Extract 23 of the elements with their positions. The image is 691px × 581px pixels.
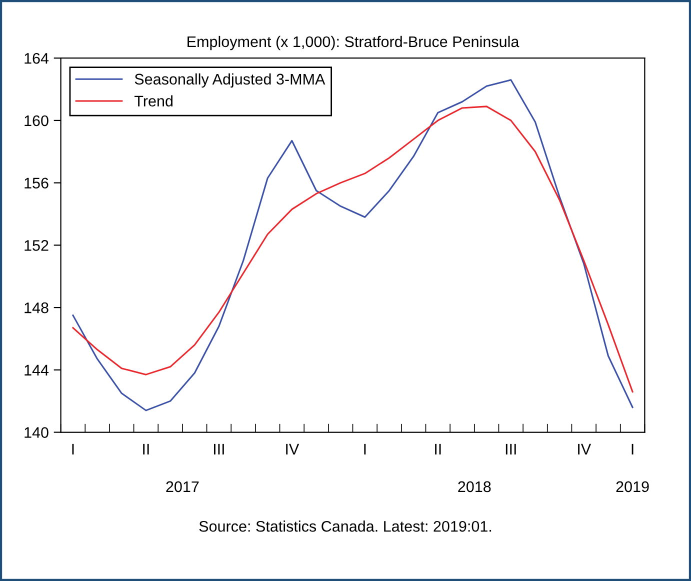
legend-label: Seasonally Adjusted 3-MMA [134, 73, 326, 88]
y-tick-label: 140 [24, 427, 48, 438]
x-tick-label: I [364, 444, 366, 454]
x-tick-label: III [506, 444, 516, 454]
x-tick-label: I [72, 444, 74, 454]
y-tick-label: 156 [24, 178, 48, 189]
text: 2019 [616, 481, 649, 492]
y-tick-label: 152 [24, 240, 48, 251]
source-note: Source: Statistics Canada. Latest: 2019:01. [199, 520, 492, 532]
y-tick-label: 148 [24, 302, 48, 314]
x-tick-label: I [632, 444, 634, 454]
x-tick-label: IV [286, 444, 300, 454]
chart-title: Employment (x 1,000): Stratford-Bruce Peninsula [188, 36, 520, 50]
y-tick-label: 160 [24, 115, 48, 126]
y-tick-label: 164 [24, 52, 49, 64]
y-tick-label: 144 [24, 364, 49, 376]
x-tick-label: IV [578, 444, 592, 454]
x-tick-label: II [435, 444, 441, 454]
legend-label: Trend [134, 95, 172, 106]
text: 2017 [166, 481, 199, 492]
x-tick-label: II [143, 444, 149, 454]
text: 2018 [458, 481, 491, 492]
x-tick-label: III [214, 444, 224, 454]
